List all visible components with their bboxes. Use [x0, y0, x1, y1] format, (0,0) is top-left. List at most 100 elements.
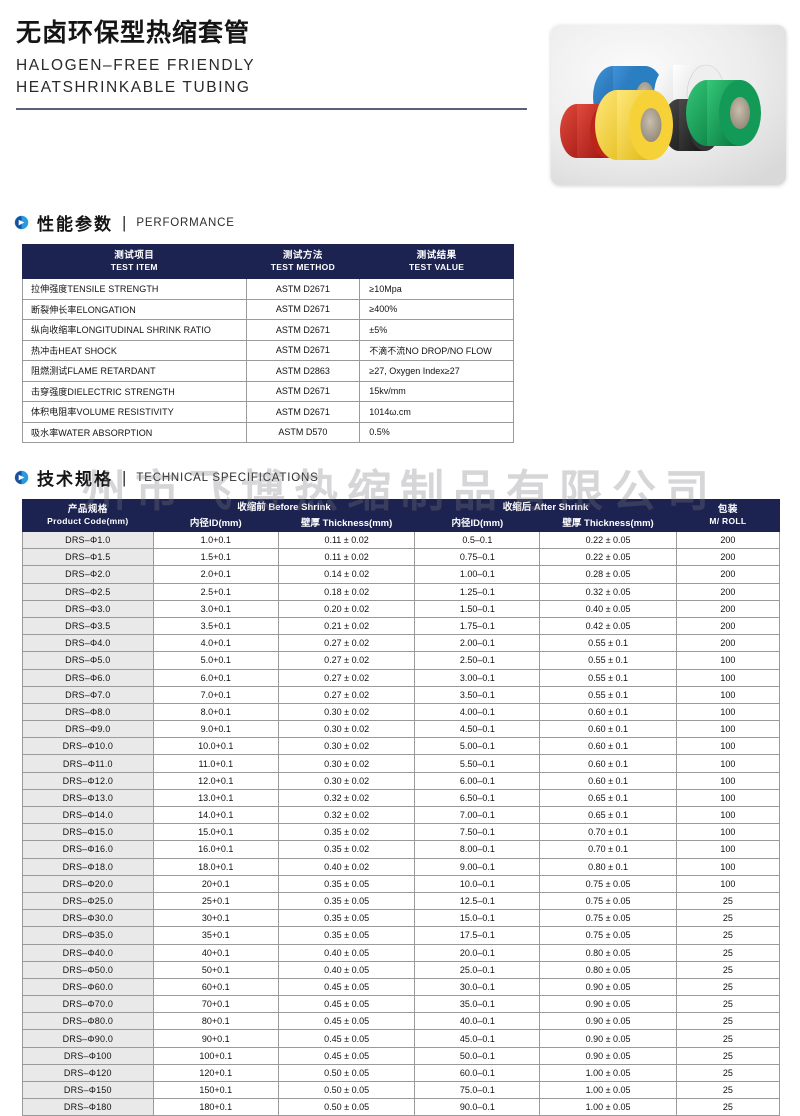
- spec-cell-as-id: 8.00–0.1: [414, 840, 541, 859]
- spec-cell-pack: 200: [675, 530, 781, 550]
- spec-cell-bs-id: 9.0+0.1: [152, 720, 279, 739]
- spec-subcol-before-thickness: 壁厚 Thickness(mm): [277, 515, 416, 532]
- spec-cell-pack: 100: [675, 668, 781, 687]
- performance-table-wrap: 测试项目 TEST ITEM 测试方法 TEST METHOD 测试结果 TES…: [22, 244, 800, 443]
- spec-cell-bs-th: 0.30 ± 0.02: [277, 771, 416, 790]
- spec-cell-as-th: 0.75 ± 0.05: [539, 874, 677, 893]
- spec-cell-pack: 25: [675, 995, 781, 1014]
- spec-cell-code: DRS–Φ4.0: [22, 634, 154, 653]
- spec-cell-bs-id: 2.0+0.1: [152, 565, 279, 584]
- spec-cell-bs-th: 0.30 ± 0.02: [277, 720, 416, 739]
- spec-cell-as-th: 0.60 ± 0.1: [539, 720, 677, 739]
- spec-cell-bs-th: 0.35 ± 0.05: [277, 926, 416, 945]
- spec-col-product-code: 产品规格 Product Code(mm): [22, 499, 154, 532]
- spec-cell-as-th: 0.90 ± 0.05: [539, 1046, 677, 1065]
- spec-cell-as-th: 0.55 ± 0.1: [539, 634, 677, 653]
- performance-row: 拉伸强度TENSILE STRENGTH ASTM D2671 ≥10Mpa: [22, 278, 514, 300]
- performance-row: 纵向收缩率LONGITUDINAL SHRINK RATIO ASTM D2671…: [22, 319, 514, 341]
- spec-cell-code: DRS–Φ16.0: [22, 840, 154, 859]
- spec-cell-code: DRS–Φ90.0: [22, 1029, 154, 1048]
- spec-cell-code: DRS–Φ10.0: [22, 737, 154, 756]
- spec-cell-code: DRS–Φ3.0: [22, 599, 154, 618]
- spec-cell-as-th: 1.00 ± 0.05: [539, 1080, 677, 1100]
- spec-cell-code: DRS–Φ7.0: [22, 685, 154, 704]
- performance-cell-value: 不滴不流NO DROP/NO FLOW: [359, 339, 514, 361]
- spec-cell-as-id: 4.00–0.1: [414, 702, 541, 722]
- spec-subcol-after-id: 内径ID(mm): [414, 515, 541, 532]
- spec-cell-code: DRS–Φ60.0: [22, 977, 154, 997]
- table-row: DRS–Φ90.0 90+0.1 0.45 ± 0.05 45.0–0.1 0.90 ±…: [22, 1029, 781, 1048]
- spec-cell-bs-id: 14.0+0.1: [152, 805, 279, 825]
- spec-cell-as-id: 1.50–0.1: [414, 599, 541, 618]
- product-photo: [551, 25, 786, 185]
- performance-cell-value: 0.5%: [359, 421, 514, 443]
- spec-cell-as-id: 2.50–0.1: [414, 651, 541, 670]
- spec-cell-as-id: 2.00–0.1: [414, 634, 541, 653]
- spec-cell-bs-th: 0.32 ± 0.02: [277, 788, 416, 808]
- spec-cell-bs-id: 180+0.1: [152, 1098, 279, 1116]
- spec-cell-bs-th: 0.27 ± 0.02: [277, 668, 416, 687]
- spec-cell-code: DRS–Φ14.0: [22, 805, 154, 825]
- performance-cell-item: 击穿强度DIELECTRIC STRENGTH: [22, 380, 247, 402]
- performance-row: 体积电阻率VOLUME RESISTIVITY ASTM D2671 1014ω.c…: [22, 401, 514, 423]
- spec-cell-pack: 100: [675, 702, 781, 722]
- spec-cell-pack: 100: [675, 874, 781, 893]
- spec-cell-bs-th: 0.32 ± 0.02: [277, 805, 416, 825]
- spec-cell-bs-th: 0.50 ± 0.05: [277, 1080, 416, 1100]
- performance-cell-value: 15kv/mm: [359, 380, 514, 402]
- spec-cell-bs-id: 120+0.1: [152, 1063, 279, 1083]
- spec-cell-as-th: 0.80 ± 0.05: [539, 943, 677, 962]
- spec-cell-code: DRS–Φ100: [22, 1046, 154, 1065]
- specifications-section-heading: 技术规格 | TECHNICAL SPECIFICATIONS: [14, 465, 800, 490]
- spec-cell-bs-th: 0.20 ± 0.02: [277, 599, 416, 618]
- table-row: DRS–Φ7.0 7.0+0.1 0.27 ± 0.02 3.50–0.1 0.55 ±…: [22, 685, 781, 704]
- spec-cell-as-th: 0.60 ± 0.1: [539, 702, 677, 722]
- spec-cell-as-th: 0.28 ± 0.05: [539, 565, 677, 584]
- spec-cell-as-th: 0.55 ± 0.1: [539, 668, 677, 687]
- performance-cell-method: ASTM D570: [245, 421, 361, 443]
- spec-cell-as-id: 25.0–0.1: [414, 960, 541, 979]
- performance-cell-item: 纵向收缩率LONGITUDINAL SHRINK RATIO: [22, 319, 247, 341]
- performance-cell-value: ±5%: [359, 319, 514, 341]
- table-row: DRS–Φ120 120+0.1 0.50 ± 0.05 60.0–0.1 1.00 ±…: [22, 1063, 781, 1083]
- performance-cell-value: ≥10Mpa: [359, 278, 514, 300]
- table-row: DRS–Φ2.0 2.0+0.1 0.14 ± 0.02 1.00–0.1 0.28 ±…: [22, 565, 781, 584]
- spec-cell-as-id: 17.5–0.1: [414, 926, 541, 945]
- spec-cell-bs-id: 50+0.1: [152, 960, 279, 979]
- spec-cell-bs-th: 0.35 ± 0.05: [277, 874, 416, 893]
- spec-cell-bs-id: 13.0+0.1: [152, 788, 279, 808]
- spec-cell-pack: 25: [675, 1029, 781, 1048]
- spec-cell-bs-th: 0.35 ± 0.02: [277, 840, 416, 859]
- performance-row: 断裂伸长率ELONGATION ASTM D2671 ≥400%: [22, 298, 514, 320]
- spec-cell-bs-id: 70+0.1: [152, 995, 279, 1014]
- performance-table: 测试项目 TEST ITEM 测试方法 TEST METHOD 测试结果 TES…: [22, 244, 514, 443]
- performance-cell-method: ASTM D2671: [245, 339, 361, 361]
- spec-cell-as-th: 0.55 ± 0.1: [539, 651, 677, 670]
- performance-cell-item: 吸水率WATER ABSORPTION: [22, 421, 247, 443]
- spec-cell-pack: 100: [675, 685, 781, 704]
- spec-cell-as-id: 45.0–0.1: [414, 1029, 541, 1048]
- table-row: DRS–Φ15.0 15.0+0.1 0.35 ± 0.02 7.50–0.1 0.70…: [22, 823, 781, 842]
- spec-cell-code: DRS–Φ180: [22, 1098, 154, 1116]
- spec-cell-bs-th: 0.14 ± 0.02: [277, 565, 416, 584]
- performance-cell-item: 拉伸强度TENSILE STRENGTH: [22, 278, 247, 300]
- heading-separator: |: [122, 467, 127, 487]
- spec-cell-bs-th: 0.30 ± 0.02: [277, 737, 416, 756]
- spec-cell-pack: 100: [675, 788, 781, 808]
- spec-cell-bs-th: 0.11 ± 0.02: [277, 530, 416, 550]
- spec-cell-as-id: 7.50–0.1: [414, 823, 541, 842]
- spec-cell-code: DRS–Φ15.0: [22, 823, 154, 842]
- spec-cell-as-id: 35.0–0.1: [414, 995, 541, 1014]
- spec-cell-as-id: 1.25–0.1: [414, 582, 541, 601]
- performance-table-head: 测试项目 TEST ITEM 测试方法 TEST METHOD 测试结果 TES…: [22, 244, 514, 279]
- spec-cell-as-th: 0.80 ± 0.05: [539, 960, 677, 979]
- spec-cell-bs-th: 0.35 ± 0.02: [277, 823, 416, 842]
- table-row: DRS–Φ40.0 40+0.1 0.40 ± 0.05 20.0–0.1 0.80 ±…: [22, 943, 781, 962]
- table-row: DRS–Φ5.0 5.0+0.1 0.27 ± 0.02 2.50–0.1 0.55 ±…: [22, 651, 781, 670]
- spec-cell-bs-th: 0.50 ± 0.05: [277, 1098, 416, 1116]
- spec-cell-pack: 25: [675, 909, 781, 928]
- spec-cell-as-id: 20.0–0.1: [414, 943, 541, 962]
- spec-cell-as-th: 0.90 ± 0.05: [539, 1029, 677, 1048]
- spec-cell-bs-th: 0.45 ± 0.05: [277, 1029, 416, 1048]
- spec-cell-code: DRS–Φ120: [22, 1063, 154, 1083]
